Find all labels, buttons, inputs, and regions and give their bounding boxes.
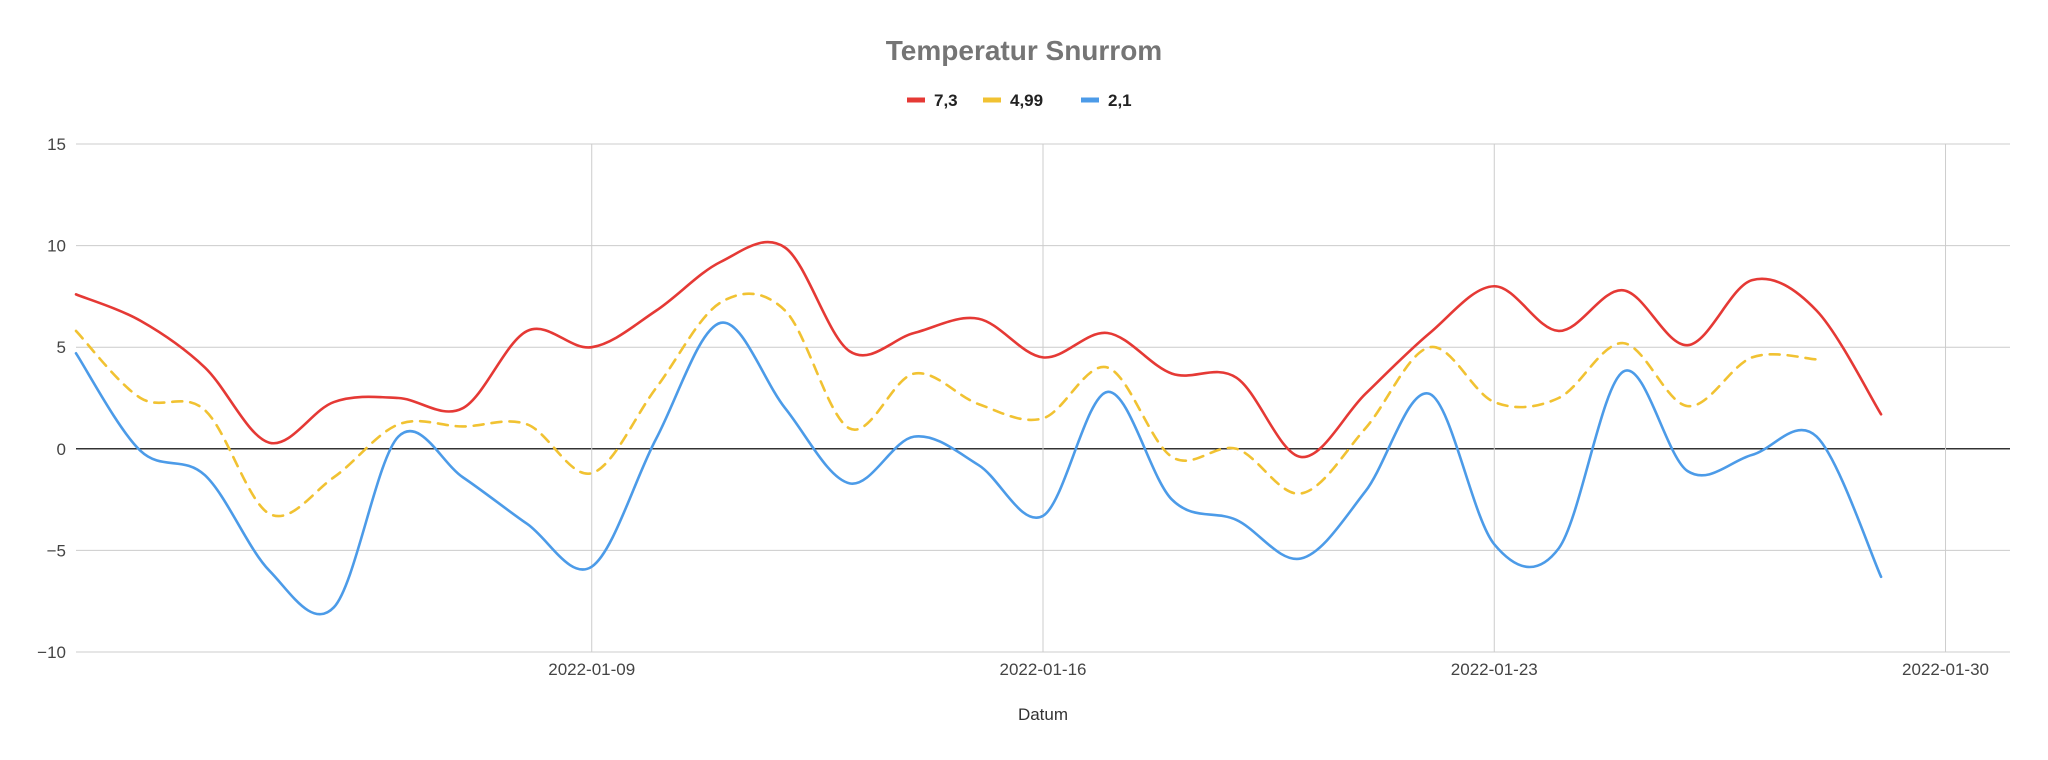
x-tick-label: 2022-01-16 [1000, 660, 1087, 679]
y-tick-label: 5 [57, 338, 66, 357]
legend: 7,3 4,99 2,1 [907, 91, 1132, 110]
x-axis-title: Datum [1018, 705, 1068, 724]
legend-label: 2,1 [1108, 91, 1132, 110]
series-group [74, 240, 1883, 616]
x-axis: 2022-01-09 2022-01-16 2022-01-23 2022-01-30 [548, 660, 1989, 679]
chart-title: Temperatur Snurrom [886, 35, 1162, 66]
series-line-2 [74, 292, 1818, 518]
legend-label: 4,99 [1010, 91, 1043, 110]
x-tick-label: 2022-01-30 [1902, 660, 1989, 679]
y-tick-label: 0 [57, 440, 66, 459]
y-axis: 15 10 5 0 −5 −10 [37, 135, 66, 662]
y-tick-label: 15 [47, 135, 66, 154]
series-line-1 [74, 240, 1883, 459]
y-tick-label: 10 [47, 237, 66, 256]
y-tick-label: −10 [37, 643, 66, 662]
gridlines [76, 143, 2010, 653]
x-tick-label: 2022-01-23 [1451, 660, 1538, 679]
series-line-3 [74, 321, 1883, 616]
y-tick-label: −5 [47, 541, 66, 560]
legend-label: 7,3 [934, 91, 958, 110]
x-tick-label: 2022-01-09 [548, 660, 635, 679]
